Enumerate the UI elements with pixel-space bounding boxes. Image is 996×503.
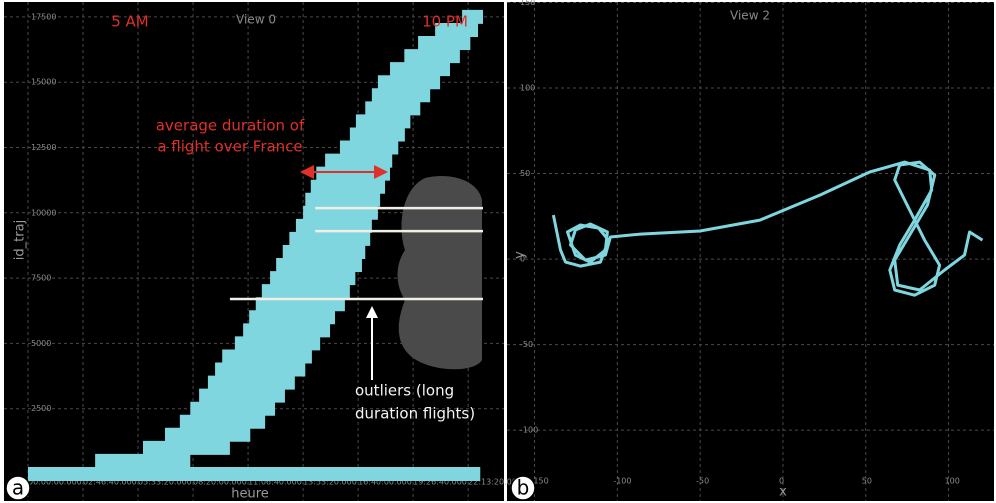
x-tick-label: 100 [945, 477, 960, 486]
x-tick-label: 22:13:20.000 [468, 478, 522, 487]
panel-a: 00:00:00.000 02:46:40.000 05:33:20.000 08:2… [4, 2, 522, 502]
panel-b-background [507, 2, 994, 501]
x-tick-label: -100 [613, 477, 631, 486]
x-axis-label: heure [231, 487, 269, 502]
y-tick-label: 10000 [31, 208, 56, 217]
x-tick-label: 11:06:40.000 [248, 478, 302, 487]
x-tick-label: 08:20:00.000 [193, 478, 247, 487]
view-title: View 2 [730, 9, 770, 23]
annotation: 10 PM [422, 13, 468, 31]
panel-letter-badge [510, 475, 536, 501]
annotation: 5 AM [111, 13, 149, 31]
y-tick-label: -50 [520, 340, 533, 349]
y-tick-label: -100 [520, 426, 538, 435]
x-tick-label: -150 [531, 477, 549, 486]
annotation: a flight over France [157, 138, 302, 156]
y-axis-label: y [513, 251, 528, 259]
y-axis-label: id_traj [13, 220, 28, 260]
grid [507, 2, 994, 501]
annotations: 5 AM 10 PM average duration of a flight ove… [111, 13, 475, 423]
x-tick-label: 50 [862, 477, 872, 486]
annotation: duration flights) [355, 405, 475, 423]
x-tick-label: 02:46:40.000 [83, 478, 137, 487]
x-tick-label: -50 [696, 477, 709, 486]
x-tick-label: 16:40:00.000 [358, 478, 412, 487]
annotation: outliers (long [355, 382, 454, 400]
y-tick-label: 0 [520, 255, 525, 264]
panel-b: -150 -100 -50 0 50 100 -100 -50 0 50 100 150 View 2 x… [507, 0, 994, 501]
panel-letter: a [12, 476, 24, 500]
y-tick-label: 50 [520, 169, 530, 178]
trajectory-band [28, 9, 483, 481]
x-tick-label: 19:26:40.000 [413, 478, 467, 487]
annotation: average duration of [156, 117, 305, 135]
x-tick-label: 00:00:00.000 [28, 478, 82, 487]
y-tick-label: 17500 [31, 12, 56, 21]
y-tick-label: 100 [520, 84, 535, 93]
panel-letter-badge [5, 475, 31, 501]
y-tick-label: 12500 [31, 143, 56, 152]
x-axis-label: x [779, 485, 787, 500]
x-tick-label: 0 [779, 477, 784, 486]
y-tick-label: 15000 [31, 78, 56, 87]
outlier-region [397, 176, 482, 370]
trajectory-line [551, 160, 984, 297]
panel-letter: b [517, 476, 530, 500]
outlier-arrowhead [366, 306, 378, 318]
y-tick-label: 5000 [31, 339, 51, 348]
y-tick-label: 2500 [31, 404, 51, 413]
x-tick-label: 13:53:20.000 [303, 478, 357, 487]
y-tick-label: 7500 [31, 274, 51, 283]
y-tick-label: 150 [520, 0, 535, 7]
x-tick-label: 05:33:20.000 [138, 478, 192, 487]
view-title: View 0 [236, 13, 276, 27]
